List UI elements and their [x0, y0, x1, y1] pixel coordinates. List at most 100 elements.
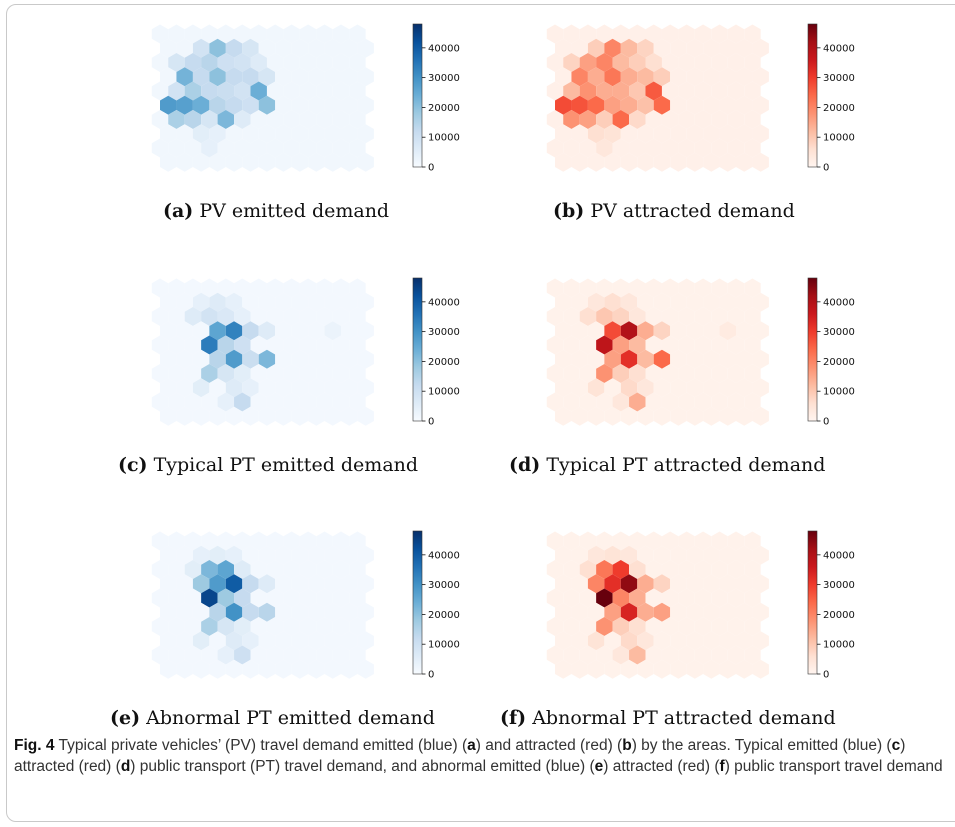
hex-cell	[308, 406, 325, 426]
hex-cell	[160, 152, 177, 172]
hex-cell	[579, 531, 597, 551]
hex-cell	[571, 602, 588, 622]
hex-cell	[299, 307, 317, 326]
hex-cell	[620, 602, 638, 622]
hex-cell	[201, 138, 218, 158]
hex-cell	[752, 124, 769, 144]
hex-cell	[571, 95, 588, 115]
hex-cell	[291, 124, 309, 144]
hex-cell	[596, 138, 613, 158]
hex-cell	[324, 602, 341, 622]
hex-cell	[571, 292, 588, 312]
subcaption-c-title: Typical PT emitted demand	[153, 454, 419, 476]
hex-cell	[291, 152, 309, 172]
hex-cell	[349, 110, 366, 129]
hex-grid	[546, 531, 769, 679]
hex-cell	[678, 617, 695, 636]
hex-cell	[332, 588, 350, 608]
hex-cell	[579, 278, 597, 298]
subcaption-b: (b) PV attracted demand	[553, 200, 795, 222]
heatmap-c: 0 10000 20000 30000 40000	[151, 277, 460, 428]
hex-cell	[201, 53, 218, 72]
hex-cell	[670, 545, 687, 565]
hex-cell	[299, 588, 317, 608]
hex-cell	[637, 292, 654, 312]
hex-cell	[225, 406, 243, 426]
hex-cell	[661, 53, 679, 72]
hex-cell	[629, 560, 646, 579]
hex-cell	[283, 560, 300, 579]
hex-cell	[168, 335, 185, 355]
hex-cell	[744, 307, 761, 326]
hex-cell	[711, 110, 728, 129]
hex-cell	[612, 307, 630, 326]
hex-cell	[752, 152, 769, 172]
hex-cell	[151, 278, 169, 298]
hex-cell	[703, 152, 720, 172]
hex-cell	[703, 292, 720, 312]
hex-cell	[324, 292, 341, 312]
hex-cell	[291, 545, 309, 565]
heatmap-d: 0 10000 20000 30000 40000	[546, 277, 855, 428]
hex-cell	[653, 95, 671, 115]
subcaption-e: (e) Abnormal PT emitted demand	[110, 707, 435, 729]
hex-cell	[217, 307, 235, 326]
hex-cell	[719, 545, 736, 565]
hex-cell	[678, 307, 695, 326]
hex-cell	[168, 645, 185, 665]
hex-cell	[275, 349, 292, 369]
hex-cell	[736, 659, 753, 679]
hex-cell	[234, 307, 251, 326]
hex-cell	[686, 152, 704, 172]
hex-cell	[744, 588, 761, 608]
hex-cell	[744, 53, 761, 72]
hex-cell	[563, 53, 580, 72]
hex-cell	[694, 364, 712, 383]
hex-cell	[225, 631, 243, 651]
hex-cell	[192, 545, 210, 565]
hex-cell	[555, 349, 572, 369]
hex-cell	[653, 152, 671, 172]
colorbar: 0 10000 20000 30000 40000	[807, 530, 855, 681]
hex-cell	[604, 67, 621, 87]
hex-cell	[357, 378, 374, 398]
hex-cell	[571, 545, 588, 565]
hex-cell	[217, 138, 235, 158]
hex-cell	[694, 645, 712, 665]
panel-f: 0 10000 20000 30000 40000	[545, 527, 865, 727]
hex-cell	[612, 110, 630, 129]
colorbar-tick-label: 0	[428, 670, 434, 681]
hex-cell	[258, 292, 276, 312]
hex-cell	[234, 617, 251, 636]
hex-cell	[209, 545, 226, 565]
hex-cell	[727, 307, 745, 326]
hex-cell	[250, 81, 267, 101]
hex-cell	[209, 38, 226, 58]
hex-cell	[341, 406, 358, 426]
hex-cell	[579, 53, 597, 72]
hex-cell	[151, 81, 169, 101]
hex-cell	[727, 531, 745, 551]
hex-cell	[291, 659, 309, 679]
hex-cell	[670, 124, 687, 144]
hex-cell	[201, 278, 218, 298]
hex-cell	[678, 364, 695, 383]
hex-cell	[645, 138, 662, 158]
hex-cell	[596, 617, 613, 636]
hex-cell	[299, 392, 317, 412]
hex-cell	[291, 321, 309, 341]
hex-cell	[250, 24, 267, 44]
hex-cell	[308, 152, 325, 172]
hex-cell	[555, 602, 572, 622]
hex-cell	[711, 364, 728, 383]
hex-cell	[604, 659, 621, 679]
hex-cell	[192, 152, 210, 172]
hex-cell	[620, 67, 638, 87]
hex-cell	[209, 95, 226, 115]
hex-cell	[596, 588, 613, 608]
hex-cell	[332, 364, 350, 383]
hex-cell	[217, 53, 235, 72]
hex-cell	[563, 645, 580, 665]
hex-cell	[283, 617, 300, 636]
hex-cell	[192, 349, 210, 369]
